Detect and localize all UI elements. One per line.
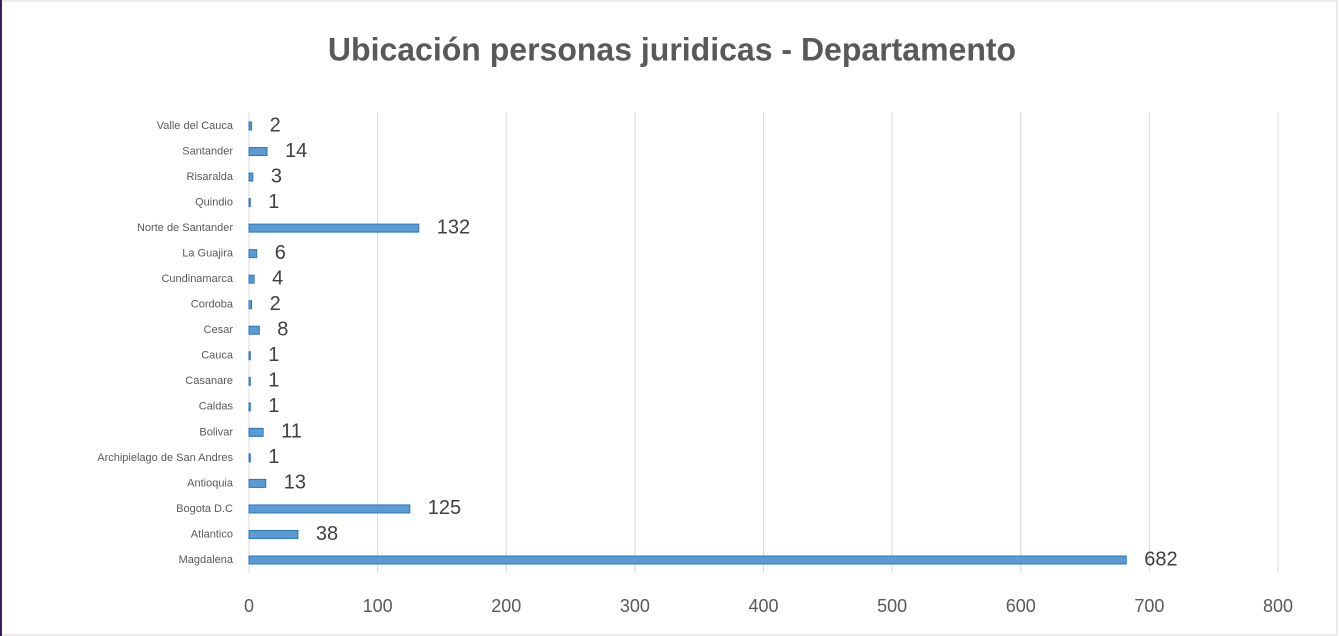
y-tick-label: Cauca — [201, 350, 234, 362]
bar — [248, 555, 1127, 565]
bar — [248, 453, 251, 463]
bar — [248, 198, 251, 208]
y-tick-label: Caldas — [199, 401, 234, 413]
x-tick-label: 0 — [244, 596, 254, 616]
value-label: 1 — [268, 395, 279, 417]
value-label: 1 — [268, 446, 279, 468]
y-tick-label: Santander — [182, 145, 233, 157]
x-tick-label: 200 — [491, 596, 521, 616]
value-label: 11 — [281, 421, 302, 443]
y-tick-label: Casanare — [185, 375, 233, 387]
y-tick-label: Bogota D.C — [176, 503, 233, 515]
bar — [248, 223, 420, 233]
bar — [248, 529, 299, 539]
bar — [248, 504, 411, 514]
chart-title: Ubicación personas juridicas - Departame… — [328, 31, 1016, 67]
y-tick-label: Valle del Cauca — [157, 120, 234, 132]
bar — [248, 300, 253, 310]
y-tick-label: Cundinamarca — [161, 273, 233, 285]
y-tick-label: Risaralda — [187, 171, 234, 183]
bar — [248, 121, 253, 131]
value-label: 2 — [270, 293, 281, 315]
bar — [248, 249, 258, 259]
y-tick-label: Cordoba — [191, 299, 234, 311]
value-label: 132 — [437, 216, 470, 238]
y-tick-label: La Guajira — [182, 248, 234, 260]
value-label: 682 — [1144, 548, 1177, 570]
y-tick-label: Cesar — [204, 324, 234, 336]
value-label: 3 — [271, 165, 282, 187]
x-tick-label: 500 — [877, 596, 907, 616]
y-tick-label: Bolivar — [199, 426, 233, 438]
value-label: 125 — [428, 497, 461, 519]
bar — [248, 427, 264, 437]
bar — [248, 325, 260, 335]
value-label: 38 — [316, 523, 338, 545]
value-label: 8 — [277, 319, 288, 341]
bar — [248, 351, 251, 361]
value-label: 1 — [268, 370, 279, 392]
bar — [248, 376, 251, 386]
y-tick-label: Norte de Santander — [137, 222, 233, 234]
bar — [248, 172, 254, 182]
value-label: 1 — [268, 344, 279, 366]
y-tick-label: Antioquia — [187, 477, 234, 489]
bar — [248, 402, 251, 412]
x-tick-label: 600 — [1006, 596, 1036, 616]
bar — [248, 478, 267, 488]
x-tick-label: 300 — [620, 596, 650, 616]
y-tick-label: Atlantico — [191, 528, 233, 540]
x-tick-label: 700 — [1134, 596, 1164, 616]
value-label: 13 — [284, 472, 306, 494]
value-label: 6 — [275, 242, 286, 264]
x-tick-label: 400 — [748, 596, 778, 616]
y-tick-label: Quindio — [195, 196, 233, 208]
value-label: 14 — [285, 140, 307, 162]
value-label: 1 — [268, 191, 279, 213]
value-label: 2 — [270, 114, 281, 136]
value-label: 4 — [272, 267, 283, 289]
y-tick-label: Archipielago de San Andres — [97, 452, 233, 464]
x-tick-label: 100 — [363, 596, 393, 616]
bar — [248, 147, 268, 157]
y-tick-label: Magdalena — [179, 554, 234, 566]
x-tick-label: 800 — [1263, 596, 1293, 616]
bar — [248, 274, 255, 284]
